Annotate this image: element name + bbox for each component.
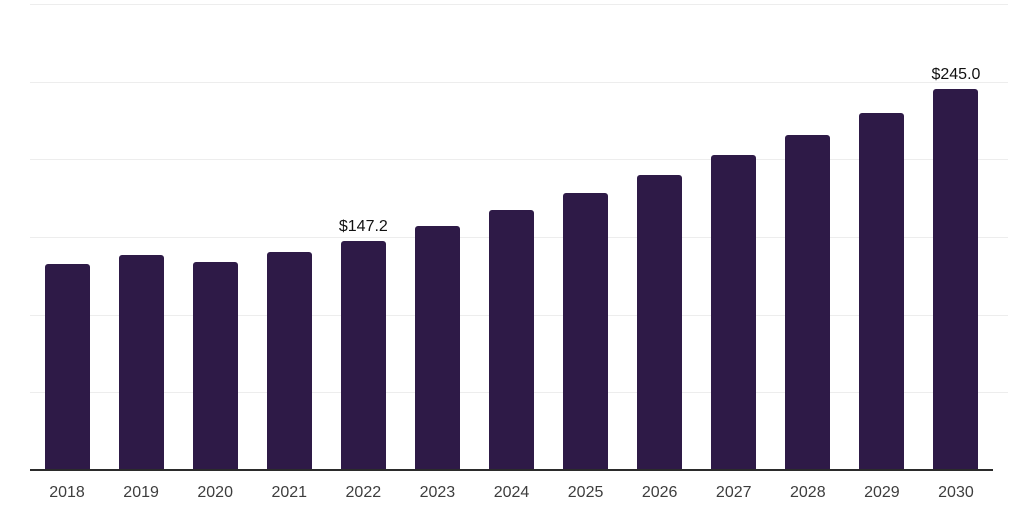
bar-2027: [711, 155, 757, 470]
bar-value-label-2030: $245.0: [931, 66, 981, 84]
bar-2020: [192, 262, 238, 470]
x-tick-label-2029: 2029: [864, 484, 900, 501]
bar-2025: [563, 193, 609, 470]
plot-area: $147.2 $245.0: [30, 4, 1008, 471]
bar-2028: [785, 134, 831, 470]
bar-2029: [859, 112, 905, 470]
bar-2018: [44, 264, 90, 470]
bar-2022: $147.2: [339, 219, 388, 470]
x-axis-tick-labels: 2018 2019 2020 2021 2022 2023 2024 2025 2026 2027…: [30, 484, 993, 504]
x-tick-label-2027: 2027: [715, 484, 752, 501]
bar-2021: [266, 252, 312, 470]
bar-2030: $245.0: [931, 67, 980, 470]
x-tick-label-2028: 2028: [790, 484, 826, 501]
bar-2024: [489, 210, 534, 470]
gridline: [30, 81, 1008, 83]
x-tick-label-2026: 2026: [641, 484, 678, 501]
x-tick-label-2024: 2024: [493, 484, 530, 501]
gridline: [30, 159, 1008, 161]
x-tick-label-2030: 2030: [938, 484, 974, 501]
x-tick-label-2022: 2022: [345, 484, 382, 501]
bar-value-label-2022: $147.2: [338, 218, 388, 236]
x-tick-label-2023: 2023: [419, 484, 456, 501]
bar-2023: [414, 226, 460, 470]
x-tick-label-2025: 2025: [567, 484, 604, 501]
bar-2019: [118, 255, 164, 470]
x-tick-label-2020: 2020: [197, 484, 233, 501]
x-tick-label-2018: 2018: [49, 484, 85, 501]
x-tick-label-2021: 2021: [271, 484, 308, 501]
bar-2026: [637, 174, 683, 470]
gridline: [30, 4, 1008, 5]
x-axis-line: [30, 469, 993, 471]
x-tick-label-2019: 2019: [123, 484, 159, 501]
